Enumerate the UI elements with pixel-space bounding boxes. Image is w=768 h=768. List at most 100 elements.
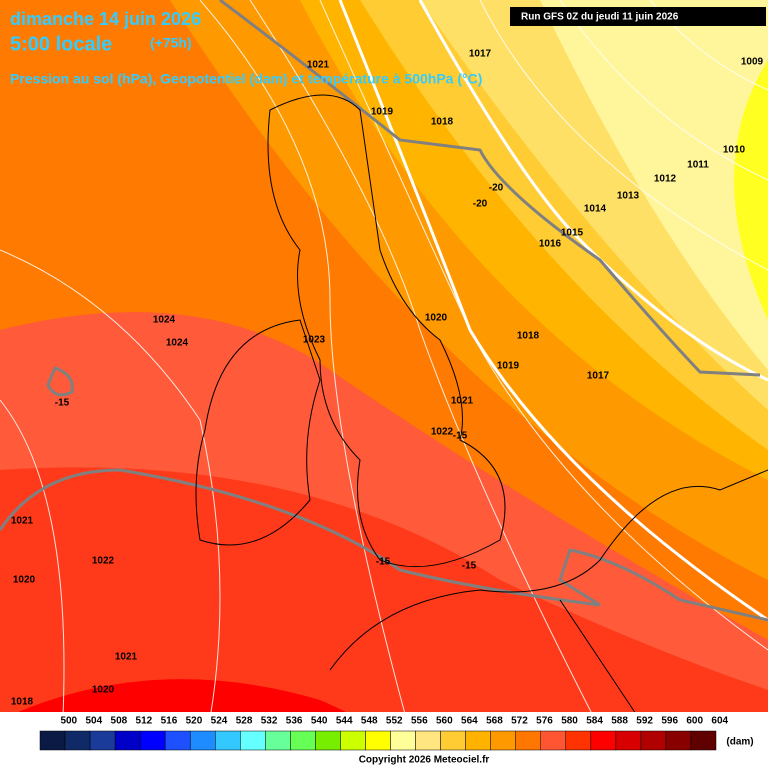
colorbar-cell <box>290 730 316 751</box>
isobar-label: 1019 <box>497 361 520 372</box>
colorbar-cell <box>164 730 191 751</box>
isobar-label: 1022 <box>431 427 454 438</box>
geopotential-line <box>338 0 768 622</box>
temperature-label: -15 <box>453 431 468 442</box>
isobar-label: 1021 <box>11 516 34 527</box>
colorbar-cell <box>265 730 291 751</box>
colorbar-label: 508 <box>111 716 128 727</box>
isobar-label: 1018 <box>431 117 454 128</box>
colorbar-cell <box>340 730 366 751</box>
colorbar-label: 536 <box>286 716 303 727</box>
colorbar-cell <box>540 730 567 751</box>
isobar-label: 1009 <box>741 57 764 68</box>
colorbar-label: 516 <box>161 716 178 727</box>
isobar-label: 1018 <box>517 331 540 342</box>
copyright: Copyright 2026 Meteociel.fr <box>359 755 490 766</box>
colorbar-cell <box>590 730 617 751</box>
isobar-label: 1023 <box>303 335 326 346</box>
field <box>540 0 768 370</box>
colorbar-cell <box>565 730 592 751</box>
colorbar-label: 540 <box>311 716 328 727</box>
colorbar: 500 504 508 512 516 520 524 528 532 536 540 544 548 5… <box>39 716 729 751</box>
colorbar-cell <box>240 730 266 751</box>
temperature-lines <box>0 0 768 622</box>
colorbar-cell <box>139 730 166 751</box>
colorbar-label: 528 <box>236 716 253 727</box>
temperature-label: -15 <box>462 561 477 572</box>
colorbar-cell <box>315 730 341 751</box>
colorbar-cell <box>89 730 116 751</box>
colorbar-label: 572 <box>511 716 528 727</box>
isobar-label: 1017 <box>469 49 492 60</box>
isobar-label: 1022 <box>92 556 115 567</box>
isobar-label: 1021 <box>307 60 330 71</box>
isobar-label: 1013 <box>617 191 640 202</box>
isobar-label: 1020 <box>13 575 36 586</box>
colorbar-label: 556 <box>411 716 428 727</box>
colorbar-label: 576 <box>536 716 553 727</box>
temperature-label: -15 <box>376 557 391 568</box>
isobar-label: 1020 <box>425 313 448 324</box>
colorbar-label: 584 <box>586 716 603 727</box>
colorbar-cell <box>189 730 216 751</box>
labels: 1021 1017 1009 1019 1018 1010 1011 1012 1013 1014… <box>11 49 764 708</box>
colorbar-cell <box>114 730 141 751</box>
temperature-label: -20 <box>489 183 504 194</box>
colorbar-label: 560 <box>436 716 453 727</box>
coastlines <box>195 94 768 721</box>
colorbar-cell <box>640 730 667 751</box>
lead-time: (+75h) <box>150 35 192 51</box>
isobar-label: 1024 <box>153 315 176 326</box>
geopotential-line <box>418 0 768 382</box>
isobar-label: 1014 <box>584 204 607 215</box>
isobar-label: 1016 <box>539 239 562 250</box>
isobar-label: 1012 <box>654 174 677 185</box>
colorbar-label: 600 <box>686 716 703 727</box>
colorbar-label: 564 <box>461 716 478 727</box>
map-subtitle: Pression au sol (hPa), Geopotentiel (dam… <box>10 71 482 87</box>
colorbar-cell <box>215 730 241 751</box>
colorbar-unit: (dam) <box>726 737 753 748</box>
colorbar-cell <box>390 730 416 751</box>
temperature-label: -15 <box>55 398 70 409</box>
isobar-label: 1019 <box>371 107 394 118</box>
colorbar-label: 604 <box>711 716 728 727</box>
isobar-label: 1011 <box>687 160 709 171</box>
colorbar-label: 532 <box>261 716 278 727</box>
colorbar-cell <box>515 730 541 751</box>
isobar-label: 1018 <box>11 697 34 708</box>
colorbar-label: 592 <box>636 716 653 727</box>
colorbar-label: 588 <box>611 716 628 727</box>
colorbar-label: 552 <box>386 716 403 727</box>
colorbar-label: 596 <box>661 716 678 727</box>
map-time: 5:00 locale <box>10 33 112 55</box>
isobar-label: 1021 <box>115 652 138 663</box>
isobar-label: 1017 <box>587 371 610 382</box>
colorbar-label: 524 <box>211 716 228 727</box>
colorbar-cell <box>665 730 692 751</box>
colorbar-cell <box>39 730 66 751</box>
colorbar-cell <box>490 730 516 751</box>
isobar-label: 1024 <box>166 338 189 349</box>
colorbar-label: 500 <box>60 716 77 727</box>
colorbar-cell <box>365 730 391 751</box>
colorbar-label: 544 <box>336 716 353 727</box>
colorbar-cell <box>64 730 91 751</box>
run-info: Run GFS 0Z du jeudi 11 juin 2026 <box>521 12 679 23</box>
colorbar-cell <box>440 730 466 751</box>
isobar-label: 1021 <box>451 396 474 407</box>
colorbar-cell <box>690 730 717 751</box>
colorbar-label: 504 <box>85 716 102 727</box>
isobar-label: 1020 <box>92 685 115 696</box>
isobar-label: 1015 <box>561 228 584 239</box>
colorbar-cell <box>615 730 642 751</box>
map-date: dimanche 14 juin 2026 <box>10 9 201 29</box>
temperature-label: -20 <box>473 199 488 210</box>
isobar-label: 1010 <box>723 145 746 156</box>
colorbar-label: 512 <box>136 716 153 727</box>
colorbar-label: 568 <box>486 716 503 727</box>
colorbar-cell <box>465 730 491 751</box>
colorbar-label: 548 <box>361 716 378 727</box>
